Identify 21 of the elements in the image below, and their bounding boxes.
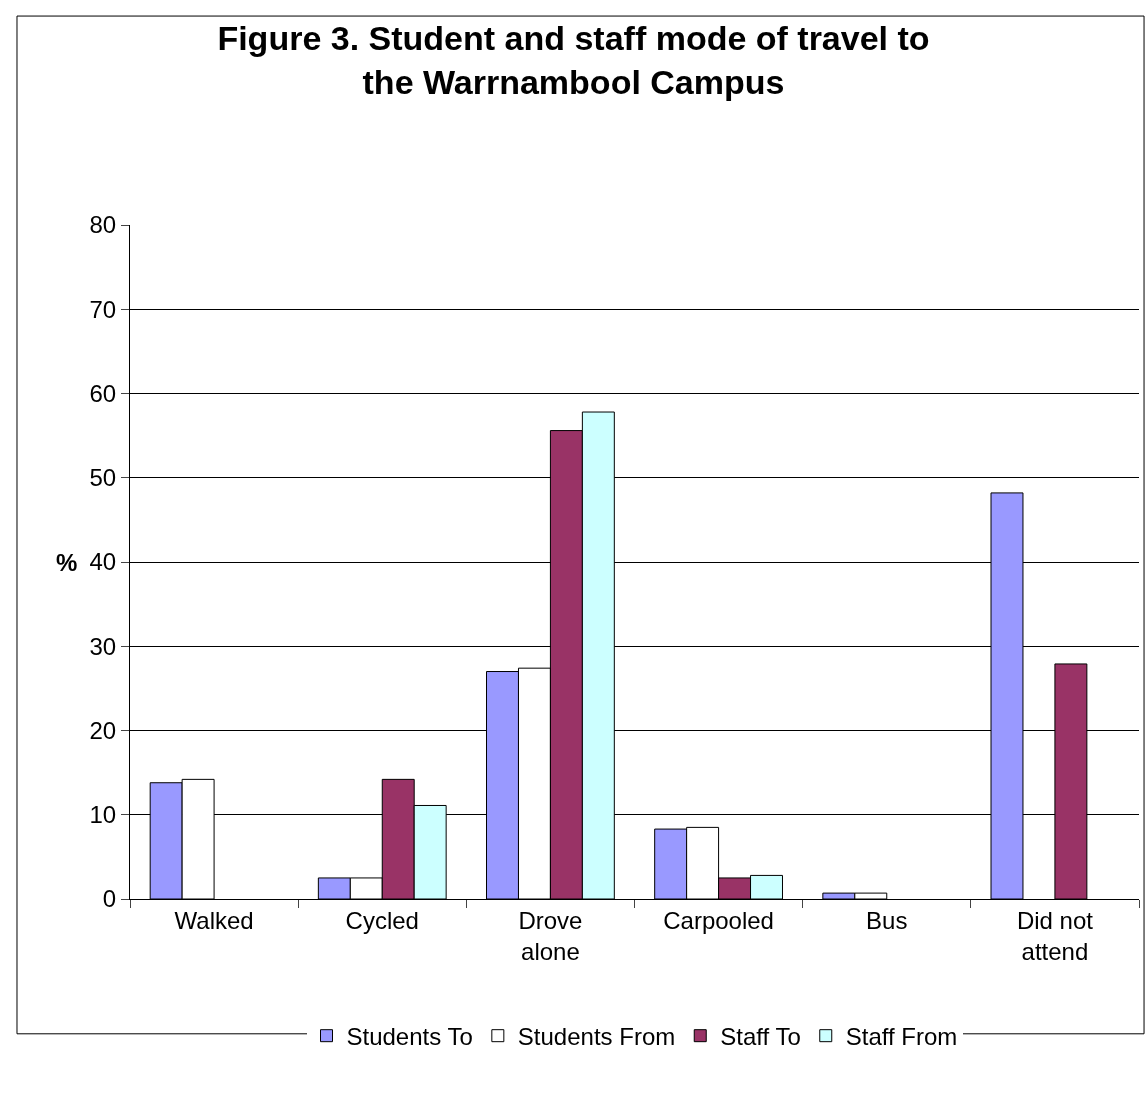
x-tick-label: Bus	[866, 906, 908, 934]
y-tick-label: 50	[89, 464, 117, 492]
x-tick-label: Did not attend	[1016, 906, 1094, 965]
y-tick-label: 10	[89, 801, 117, 829]
x-tick-label: Cycled	[345, 906, 419, 934]
x-tick-label: Walked	[174, 906, 254, 934]
y-tick-label: 20	[89, 716, 117, 744]
y-tick-label: 70	[89, 295, 117, 323]
legend-label: Staff To	[720, 1023, 801, 1051]
y-tick-label: 30	[89, 632, 117, 660]
y-tick-label: 60	[89, 379, 117, 407]
legend-label: Students To	[346, 1023, 473, 1051]
legend-label: Staff From	[845, 1023, 958, 1051]
y-tick-label: 80	[89, 211, 117, 239]
legend-label: Students From	[517, 1023, 676, 1051]
chart-title: Figure 3. Student and staff mode of travel to the Warrnambool Campus	[217, 18, 930, 102]
x-tick-label: Carpooled	[663, 906, 774, 934]
y-axis-title: %	[56, 549, 78, 576]
y-tick-label: 0	[102, 885, 117, 913]
x-tick-label: Drove alone	[518, 906, 583, 965]
y-tick-label: 40	[89, 548, 117, 576]
